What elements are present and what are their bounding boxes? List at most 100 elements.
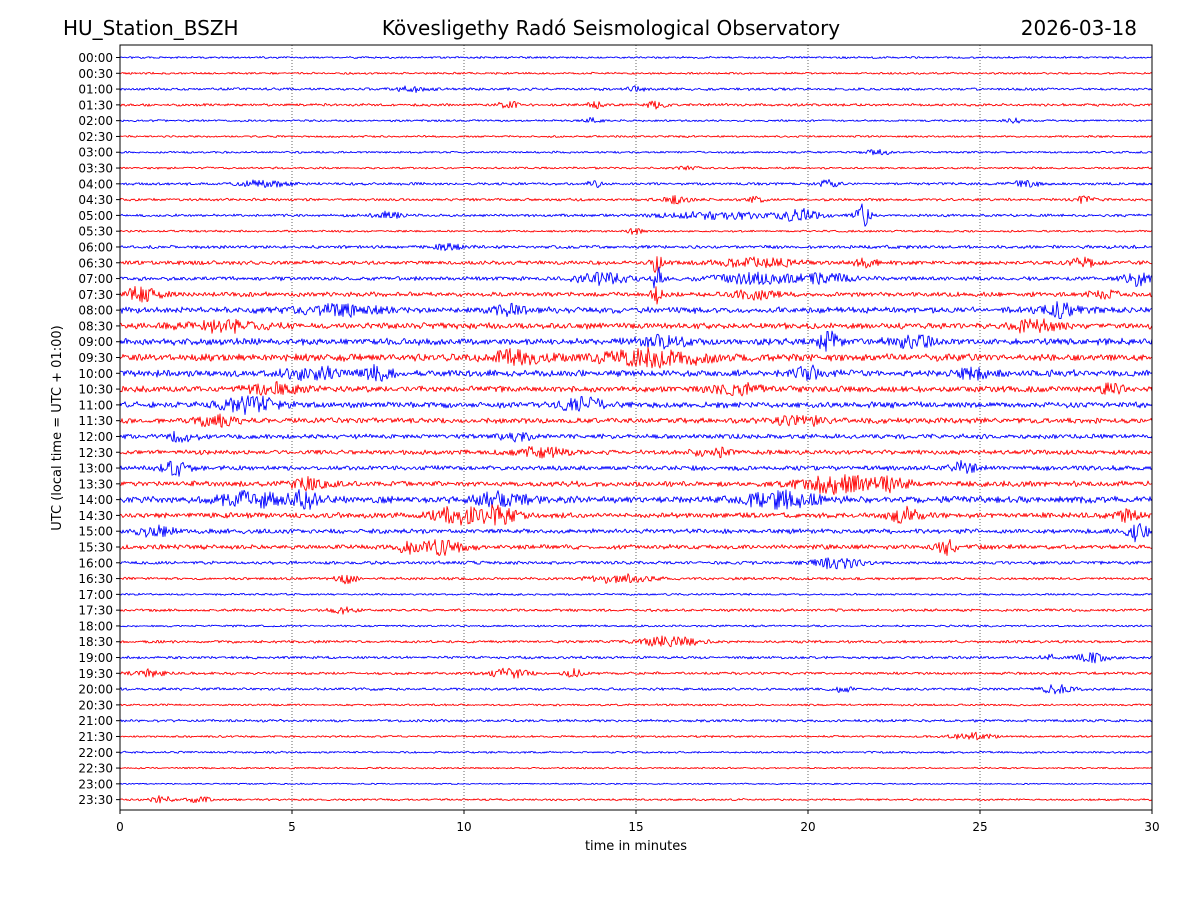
y-tick-label: 04:30 xyxy=(78,193,113,207)
y-tick-label: 18:30 xyxy=(78,635,113,649)
y-tick-label: 08:00 xyxy=(78,304,113,318)
y-tick-label: 19:30 xyxy=(78,667,113,681)
trace-2300 xyxy=(119,782,1153,786)
y-tick-label: 20:00 xyxy=(78,683,113,697)
trace-1430 xyxy=(119,504,1153,526)
trace-1530 xyxy=(119,538,1153,557)
y-tick-label: 12:00 xyxy=(78,430,113,444)
trace-1730 xyxy=(119,606,1153,615)
y-tick-label: 07:00 xyxy=(78,272,113,286)
y-tick-label: 21:00 xyxy=(78,714,113,728)
trace-1830 xyxy=(119,635,1153,648)
trace-2100 xyxy=(119,718,1153,723)
trace-1300 xyxy=(119,459,1153,477)
trace-1600 xyxy=(119,557,1153,570)
trace-0130 xyxy=(119,100,1153,110)
y-tick-label: 07:30 xyxy=(78,288,113,302)
y-tick-label: 22:30 xyxy=(78,762,113,776)
trace-1900 xyxy=(119,652,1153,664)
x-tick-label: 20 xyxy=(800,820,815,834)
trace-2130 xyxy=(119,731,1153,741)
trace-0630 xyxy=(119,256,1153,274)
trace-0330 xyxy=(119,165,1153,171)
y-tick-label: 06:30 xyxy=(78,256,113,270)
observatory-title: Kövesligethy Radó Seismological Observat… xyxy=(382,16,840,40)
trace-0700 xyxy=(119,266,1153,289)
x-tick-label: 15 xyxy=(628,820,643,834)
y-tick-label: 03:30 xyxy=(78,162,113,176)
trace-0000 xyxy=(119,55,1153,60)
y-tick-label: 13:00 xyxy=(78,462,113,476)
y-tick-label: 14:30 xyxy=(78,509,113,523)
y-tick-label: 02:30 xyxy=(78,130,113,144)
y-tick-label: 05:30 xyxy=(78,225,113,239)
trace-0600 xyxy=(119,242,1153,252)
trace-0900 xyxy=(119,330,1153,352)
x-tick-label: 0 xyxy=(116,820,124,834)
x-axis-label: time in minutes xyxy=(585,839,687,854)
x-tick-label: 5 xyxy=(288,820,296,834)
trace-1700 xyxy=(119,592,1153,596)
trace-1130 xyxy=(119,413,1153,428)
y-tick-label: 08:30 xyxy=(78,319,113,333)
trace-1000 xyxy=(119,364,1153,382)
y-tick-label: 15:00 xyxy=(78,525,113,539)
trace-0730 xyxy=(119,285,1153,305)
trace-0830 xyxy=(119,318,1153,334)
y-tick-label: 23:30 xyxy=(78,793,113,807)
x-tick-label: 30 xyxy=(1144,820,1159,834)
trace-group xyxy=(119,55,1153,804)
y-tick-label: 09:00 xyxy=(78,335,113,349)
y-tick-label: 11:30 xyxy=(78,414,113,428)
x-axis-ticks: 0 5 10 15 20 25 30 xyxy=(116,810,1160,834)
trace-1800 xyxy=(119,624,1153,628)
y-tick-label: 23:00 xyxy=(78,777,113,791)
trace-0800 xyxy=(119,301,1153,320)
trace-0400 xyxy=(119,179,1153,189)
trace-1400 xyxy=(119,489,1153,510)
trace-1630 xyxy=(119,573,1153,585)
chart-date: 2026-03-18 xyxy=(1021,16,1137,40)
trace-2330 xyxy=(119,795,1153,804)
trace-1500 xyxy=(119,523,1153,543)
y-tick-label: 11:00 xyxy=(78,398,113,412)
y-tick-label: 10:00 xyxy=(78,367,113,381)
trace-1230 xyxy=(119,446,1153,459)
y-tick-label: 02:00 xyxy=(78,114,113,128)
y-tick-label: 09:30 xyxy=(78,351,113,365)
trace-2000 xyxy=(119,684,1153,695)
trace-2200 xyxy=(119,750,1153,754)
y-axis-label: UTC (local time = UTC + 01:00) xyxy=(50,325,65,530)
trace-1330 xyxy=(119,474,1153,496)
x-tick-label: 10 xyxy=(456,820,471,834)
y-tick-label: 20:30 xyxy=(78,698,113,712)
y-tick-label: 13:30 xyxy=(78,477,113,491)
trace-0030 xyxy=(119,71,1153,75)
y-tick-label: 03:00 xyxy=(78,146,113,160)
y-tick-label: 01:30 xyxy=(78,98,113,112)
trace-0230 xyxy=(119,134,1153,138)
trace-1200 xyxy=(119,430,1153,443)
y-tick-label: 22:00 xyxy=(78,746,113,760)
trace-2030 xyxy=(120,703,1153,707)
y-tick-label: 10:30 xyxy=(78,383,113,397)
y-tick-label: 00:30 xyxy=(78,67,113,81)
y-tick-label: 15:30 xyxy=(78,540,113,554)
trace-1100 xyxy=(119,395,1153,416)
y-tick-label: 05:00 xyxy=(78,209,113,223)
trace-0100 xyxy=(119,85,1153,94)
y-tick-label: 21:30 xyxy=(78,730,113,744)
trace-0200 xyxy=(119,116,1153,124)
y-tick-label: 04:00 xyxy=(78,177,113,191)
trace-0500 xyxy=(119,203,1153,227)
y-tick-label: 16:00 xyxy=(78,556,113,570)
x-tick-label: 25 xyxy=(972,820,987,834)
y-tick-label: 14:00 xyxy=(78,493,113,507)
trace-0430 xyxy=(119,195,1152,205)
y-tick-label: 17:00 xyxy=(78,588,113,602)
trace-2230 xyxy=(119,766,1153,770)
y-tick-label: 00:00 xyxy=(78,51,113,65)
